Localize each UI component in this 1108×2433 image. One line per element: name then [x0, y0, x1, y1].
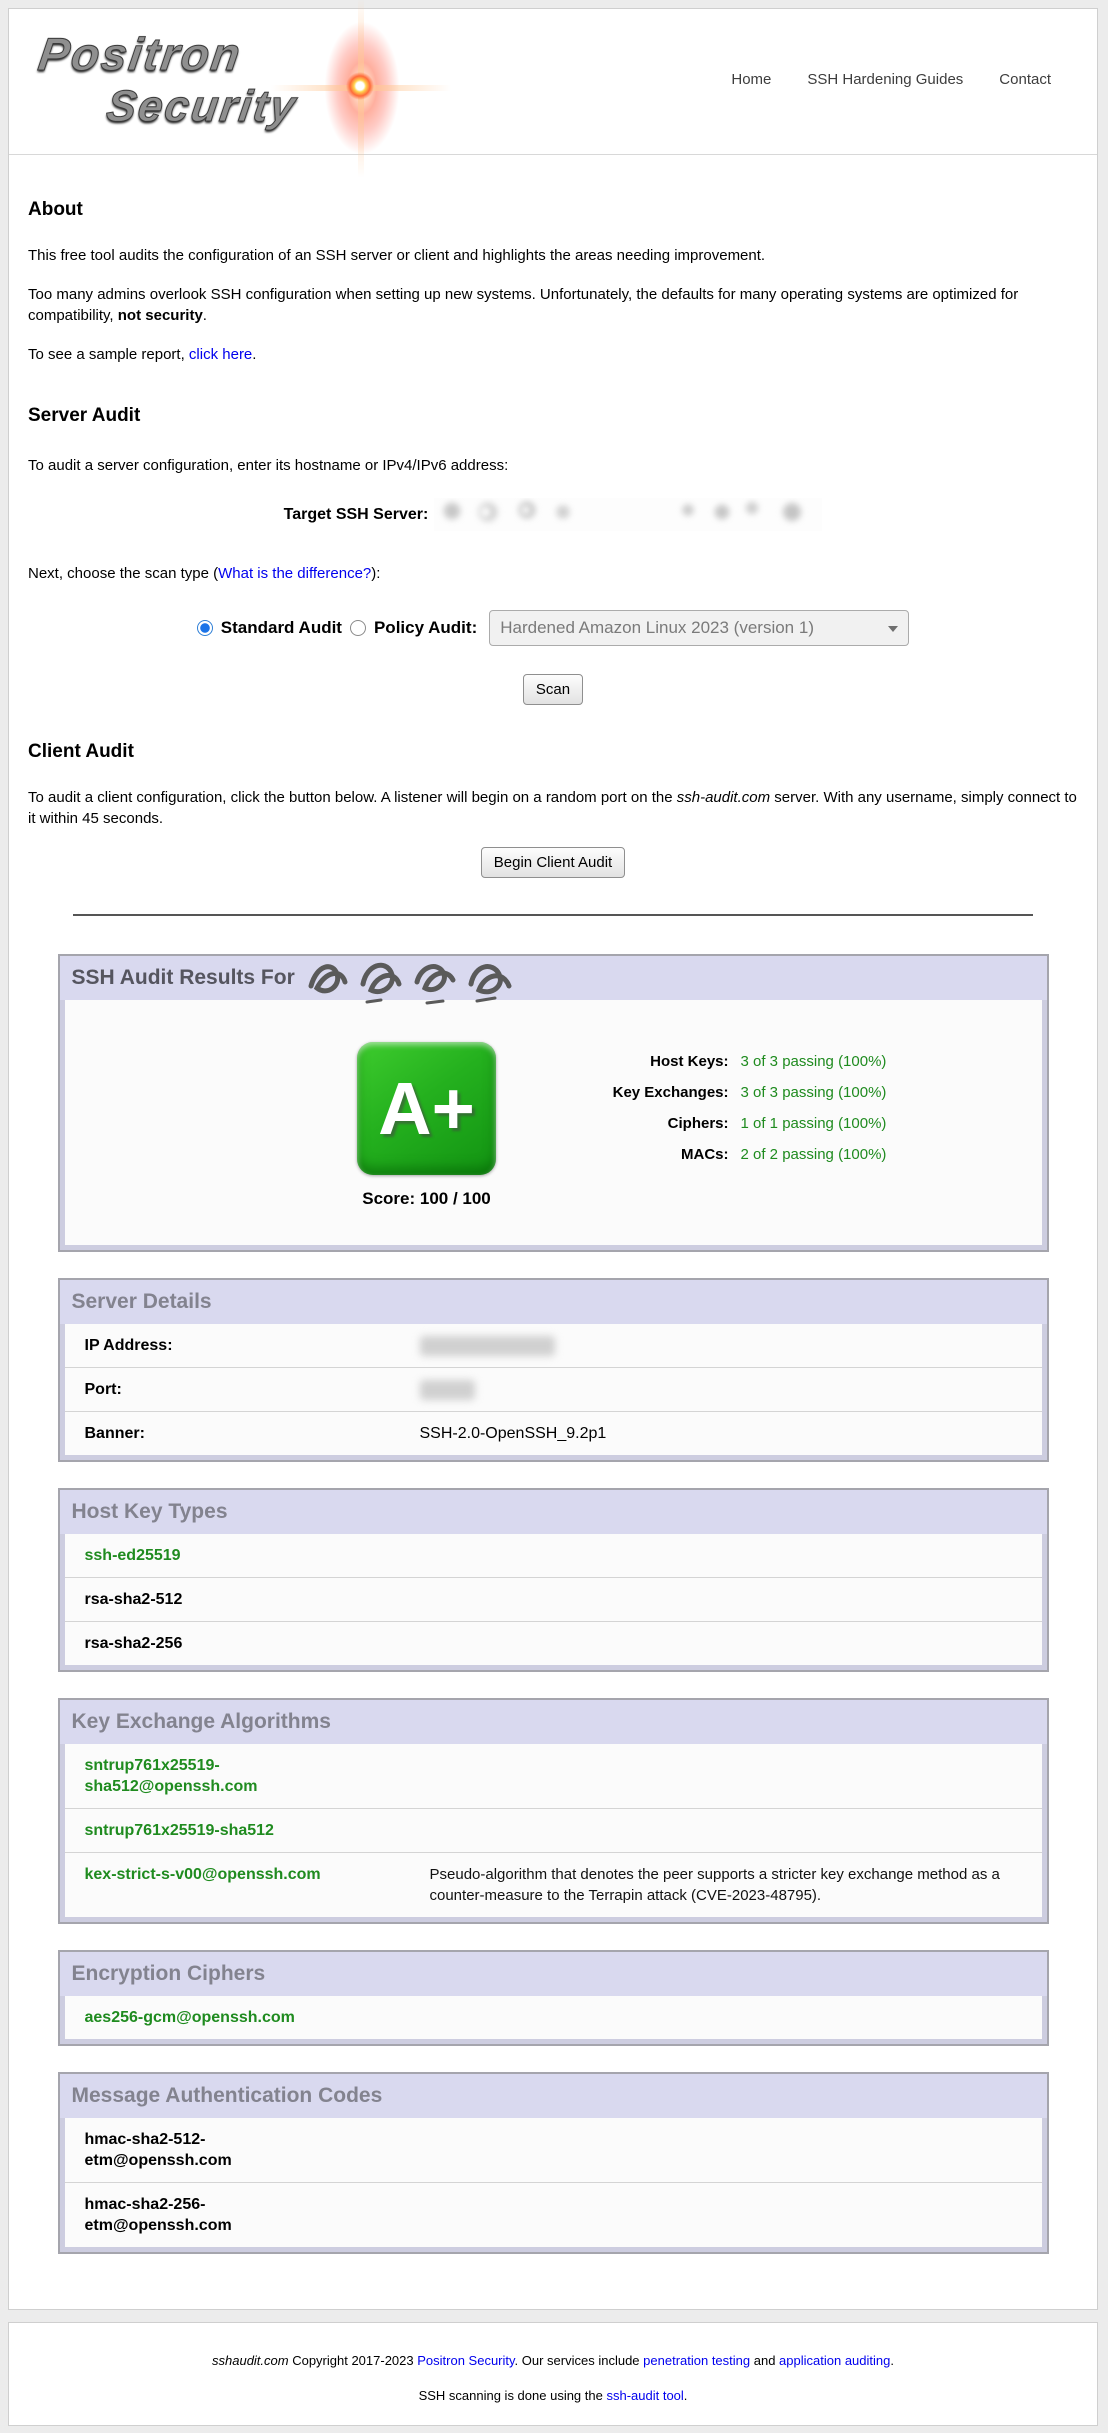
- page-footer: sshaudit.com Copyright 2017-2023 Positro…: [8, 2322, 1098, 2426]
- results-title-text: SSH Audit Results For: [71, 966, 295, 989]
- key-exchange-panel: Key Exchange Algorithms sntrup761x25519-…: [57, 1698, 1049, 1924]
- sample-report-link[interactable]: click here: [188, 346, 253, 363]
- cipher-row: aes256-gcm@openssh.com: [64, 1996, 1042, 2039]
- host-key-row: rsa-sha2-256: [64, 1622, 1042, 1665]
- scan-button-row: Scan: [28, 674, 1078, 705]
- target-server-row: Target SSH Server:: [28, 498, 1078, 531]
- footer-line-1: sshaudit.com Copyright 2017-2023 Positro…: [212, 2353, 894, 2368]
- host-key-types-panel: Host Key Types ssh-ed25519 rsa-sha2-512 …: [57, 1488, 1049, 1672]
- stat-ciphers: Ciphers: 1 of 1 passing (100%): [667, 1115, 887, 1132]
- grade-badge: A+: [357, 1042, 496, 1175]
- server-audit-intro: To audit a server configuration, enter i…: [28, 457, 509, 474]
- encryption-ciphers-panel: Encryption Ciphers aes256-gcm@openssh.co…: [57, 1950, 1049, 2046]
- footer-line-2: SSH scanning is done using the ssh-audit…: [418, 2388, 688, 2403]
- detail-row-ip: IP Address:: [64, 1324, 1042, 1368]
- penetration-testing-link[interactable]: penetration testing: [643, 2353, 751, 2368]
- about-paragraph-1: This free tool audits the configuration …: [28, 247, 766, 264]
- kex-row: sntrup761x25519- sha512@openssh.com: [64, 1744, 1042, 1809]
- about-paragraph-3: To see a sample report, click here.: [28, 346, 257, 363]
- main-card: Positron Security Home SSH Hardening Gui…: [8, 0, 1098, 2310]
- logo-word-positron: Positron: [35, 28, 246, 81]
- begin-client-audit-row: Begin Client Audit: [28, 847, 1078, 878]
- host-key-row: rsa-sha2-512: [64, 1578, 1042, 1622]
- nav-home[interactable]: Home: [731, 71, 772, 88]
- ssh-audit-com-italic: ssh-audit.com: [676, 789, 771, 806]
- begin-client-audit-button[interactable]: Begin Client Audit: [480, 847, 626, 878]
- server-details-title: Server Details: [59, 1280, 1047, 1324]
- grade-block: A+ Score: 100 / 100: [341, 1042, 513, 1209]
- host-key-row: ssh-ed25519: [64, 1534, 1042, 1578]
- mac-row: hmac-sha2-256- etm@openssh.com: [64, 2183, 1042, 2247]
- application-auditing-link[interactable]: application auditing: [779, 2353, 891, 2368]
- results-panel-title: SSH Audit Results For: [59, 956, 1047, 1005]
- redacted-port-value: [419, 1380, 475, 1400]
- scan-type-line: Next, choose the scan type (What is the …: [28, 565, 381, 582]
- nav-contact[interactable]: Contact: [999, 71, 1051, 88]
- ssh-audit-tool-link[interactable]: ssh-audit tool: [606, 2388, 684, 2403]
- policy-select-value: Hardened Amazon Linux 2023 (version 1): [500, 618, 814, 637]
- banner-value: SSH-2.0-OpenSSH_9.2p1: [419, 1425, 607, 1442]
- target-server-input[interactable]: [434, 498, 823, 531]
- mac-row: hmac-sha2-512- etm@openssh.com: [64, 2118, 1042, 2183]
- client-audit-heading: Client Audit: [28, 741, 134, 762]
- chevron-down-icon: [888, 626, 899, 632]
- scan-button[interactable]: Scan: [522, 674, 584, 705]
- macs-title: Message Authentication Codes: [59, 2074, 1047, 2118]
- key-exchange-title: Key Exchange Algorithms: [59, 1700, 1047, 1744]
- results-body: A+ Score: 100 / 100 Host Keys: 3 of 3 pas…: [64, 1000, 1042, 1245]
- encryption-ciphers-title: Encryption Ciphers: [59, 1952, 1047, 1996]
- redacted-ip-value: [419, 1336, 555, 1356]
- server-details-panel: Server Details IP Address: Port: Banner:…: [57, 1278, 1049, 1462]
- scribbled-hostname-redaction: [308, 962, 512, 1005]
- scan-type-difference-link[interactable]: What is the difference?: [218, 565, 372, 582]
- macs-panel: Message Authentication Codes hmac-sha2-5…: [57, 2072, 1049, 2254]
- kex-row: kex-strict-s-v00@openssh.com Pseudo-algo…: [64, 1853, 1042, 1917]
- kex-row: sntrup761x25519-sha512: [64, 1809, 1042, 1853]
- main-nav: Home SSH Hardening Guides Contact: [731, 71, 1051, 88]
- about-heading: About: [28, 199, 83, 220]
- score-text: Score: 100 / 100: [362, 1189, 491, 1208]
- positron-security-link[interactable]: Positron Security: [417, 2353, 515, 2368]
- detail-row-port: Port:: [64, 1368, 1042, 1412]
- policy-select[interactable]: Hardened Amazon Linux 2023 (version 1): [489, 610, 910, 646]
- nav-ssh-hardening-guides[interactable]: SSH Hardening Guides: [807, 71, 964, 88]
- section-divider: [73, 914, 1033, 916]
- server-audit-heading: Server Audit: [28, 405, 141, 426]
- standard-audit-label: Standard Audit: [220, 618, 342, 637]
- not-security-bold: not security: [117, 307, 203, 324]
- stat-key-exchanges: Key Exchanges: 3 of 3 passing (100%): [612, 1084, 887, 1101]
- standard-audit-radio[interactable]: [196, 620, 213, 636]
- policy-audit-label: Policy Audit:: [373, 618, 478, 637]
- client-audit-intro: To audit a client configuration, click t…: [28, 789, 1077, 827]
- positron-security-logo[interactable]: Positron Security: [35, 0, 457, 183]
- stat-macs: MACs: 2 of 2 passing (100%): [681, 1146, 887, 1163]
- logo-word-security: Security: [103, 82, 301, 132]
- results-panel: SSH Audit Results For A+ Score: [57, 954, 1049, 1252]
- results-stats: Host Keys: 3 of 3 passing (100%) Key Exch…: [559, 1046, 887, 1209]
- target-server-label: Target SSH Server:: [283, 505, 429, 523]
- kex-note: Pseudo-algorithm that denotes the peer s…: [429, 1866, 1000, 1904]
- host-key-types-title: Host Key Types: [59, 1490, 1047, 1534]
- scan-type-radio-row: Standard Audit Policy Audit: Hardened Am…: [28, 610, 1078, 646]
- redaction-smudge: [434, 498, 823, 531]
- stat-host-keys: Host Keys: 3 of 3 passing (100%): [650, 1053, 887, 1070]
- site-header: Positron Security Home SSH Hardening Gui…: [9, 0, 1097, 183]
- detail-row-banner: Banner: SSH-2.0-OpenSSH_9.2p1: [64, 1412, 1042, 1455]
- about-paragraph-2: Too many admins overlook SSH configurati…: [28, 286, 1019, 324]
- policy-audit-radio[interactable]: [349, 620, 366, 636]
